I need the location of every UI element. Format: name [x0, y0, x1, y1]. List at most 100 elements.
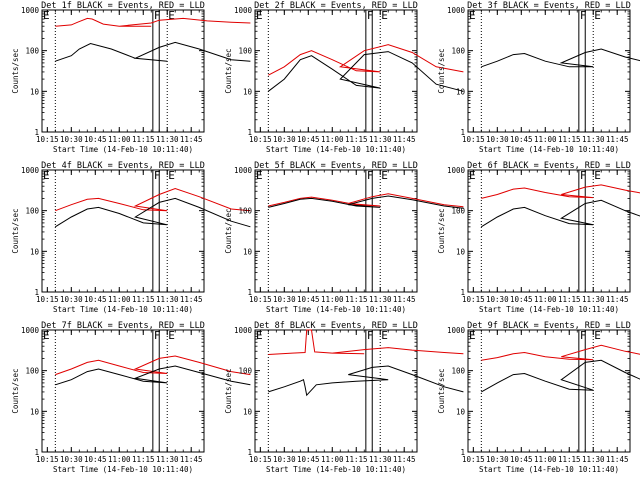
x-tick-label: 10:45 [510, 135, 533, 144]
series-line-black [267, 51, 464, 92]
plot-frame [254, 9, 418, 133]
x-tick-label: 10:30 [60, 135, 83, 144]
y-axis-label: Counts/sec [224, 208, 233, 253]
series-line-red [268, 193, 464, 208]
x-tick-label: 11:15 [558, 455, 581, 464]
series-line-red [268, 44, 464, 76]
x-tick-label: 11:30 [156, 135, 179, 144]
x-tick-label: 11:45 [180, 135, 203, 144]
x-tick-label: 10:15 [36, 455, 59, 464]
chart-panel-1: Det 1f BLACK = Events, RED = LLD 1 10 100 10… [11, 1, 251, 154]
y-tick-label: 10 [456, 407, 466, 416]
series-line-red [55, 355, 251, 376]
plot-frame [467, 169, 631, 293]
x-tick-label: 10:45 [84, 135, 107, 144]
y-tick-label: 1 [247, 448, 252, 457]
x-tick-label: 11:00 [534, 135, 557, 144]
series-line-red [55, 187, 251, 212]
series-line-red [481, 184, 640, 199]
y-axis-label: Counts/sec [11, 368, 20, 413]
marker-e-start: E [469, 169, 476, 182]
marker-e-start: E [256, 329, 263, 342]
series-line-black [481, 48, 640, 68]
x-tick-label: 11:00 [108, 135, 131, 144]
x-tick-label: 11:45 [180, 455, 203, 464]
y-tick-label: 1 [34, 128, 39, 137]
panel-title: Det 2f BLACK = Events, RED = LLD [254, 1, 418, 11]
marker-e-end: E [381, 169, 388, 182]
y-tick-label: 1000 [447, 6, 466, 15]
x-tick-label: 10:30 [486, 455, 509, 464]
y-tick-label: 1 [247, 128, 252, 137]
x-tick-label: 10:45 [510, 295, 533, 304]
y-axis-label: Counts/sec [11, 48, 20, 93]
x-tick-label: 10:45 [297, 135, 320, 144]
marker-e-end: E [381, 9, 388, 22]
panel-title: Det 6f BLACK = Events, RED = LLD [467, 161, 631, 171]
x-axis-label: Start Time (14-Feb-10 10:11:40) [266, 305, 406, 314]
chart-panel-2: Det 2f BLACK = Events, RED = LLD 1 10 100 10… [224, 1, 464, 154]
y-tick-label: 10 [30, 407, 40, 416]
marker-f: F [580, 329, 587, 342]
panel-title: Det 3f BLACK = Events, RED = LLD [467, 1, 631, 11]
marker-f: F [154, 169, 161, 182]
x-tick-label: 11:30 [369, 455, 392, 464]
chart-panel-6: Det 6f BLACK = Events, RED = LLD 1 10 100 10… [437, 161, 640, 314]
x-tick-label: 11:00 [534, 455, 557, 464]
x-tick-label: 10:15 [462, 295, 485, 304]
y-tick-label: 100 [451, 207, 465, 216]
y-tick-label: 1 [34, 448, 39, 457]
y-tick-label: 1000 [234, 326, 253, 335]
y-tick-label: 10 [30, 87, 40, 96]
x-tick-label: 10:30 [273, 455, 296, 464]
marker-e-end: E [594, 169, 601, 182]
x-tick-label: 11:45 [393, 455, 416, 464]
marker-e-start: E [469, 329, 476, 342]
marker-e-end: E [594, 9, 601, 22]
plot-frame [254, 329, 418, 453]
x-tick-label: 10:30 [486, 135, 509, 144]
chart-panel-3: Det 3f BLACK = Events, RED = LLD 1 10 100 10… [437, 1, 640, 154]
plot-frame [254, 169, 418, 293]
marker-f: F [580, 9, 587, 22]
marker-e-start: E [43, 9, 50, 22]
series-line-black [55, 197, 251, 228]
y-tick-label: 100 [451, 47, 465, 56]
series-line-red [268, 329, 464, 355]
x-tick-label: 11:30 [156, 455, 179, 464]
marker-f: F [367, 169, 374, 182]
y-axis-label: Counts/sec [437, 368, 446, 413]
panel-title: Det 4f BLACK = Events, RED = LLD [41, 161, 205, 171]
chart-panel-9: Det 9f BLACK = Events, RED = LLD 1 10 100 10… [437, 321, 640, 474]
x-axis-label: Start Time (14-Feb-10 10:11:40) [53, 145, 193, 154]
x-tick-label: 11:45 [393, 135, 416, 144]
marker-f: F [367, 9, 374, 22]
marker-e-end: E [381, 329, 388, 342]
plot-frame [467, 329, 631, 453]
x-axis-label: Start Time (14-Feb-10 10:11:40) [266, 145, 406, 154]
x-tick-label: 11:15 [132, 135, 155, 144]
y-tick-label: 10 [243, 247, 253, 256]
y-tick-label: 100 [238, 47, 252, 56]
y-tick-label: 1 [34, 288, 39, 297]
marker-f: F [154, 9, 161, 22]
marker-f: F [154, 329, 161, 342]
y-axis-label: Counts/sec [224, 368, 233, 413]
y-tick-label: 100 [238, 367, 252, 376]
x-tick-label: 10:30 [486, 295, 509, 304]
series-line-black [55, 41, 251, 62]
x-axis-label: Start Time (14-Feb-10 10:11:40) [266, 465, 406, 474]
x-tick-label: 10:15 [36, 135, 59, 144]
x-tick-label: 11:45 [606, 135, 629, 144]
y-axis-label: Counts/sec [437, 208, 446, 253]
marker-f: F [367, 329, 374, 342]
y-axis-label: Counts/sec [11, 208, 20, 253]
y-tick-label: 1000 [234, 6, 253, 15]
x-tick-label: 11:30 [582, 455, 605, 464]
marker-f: F [580, 169, 587, 182]
y-tick-label: 10 [456, 247, 466, 256]
x-axis-label: Start Time (14-Feb-10 10:11:40) [479, 145, 619, 154]
x-tick-label: 10:45 [297, 455, 320, 464]
x-tick-label: 11:30 [369, 135, 392, 144]
